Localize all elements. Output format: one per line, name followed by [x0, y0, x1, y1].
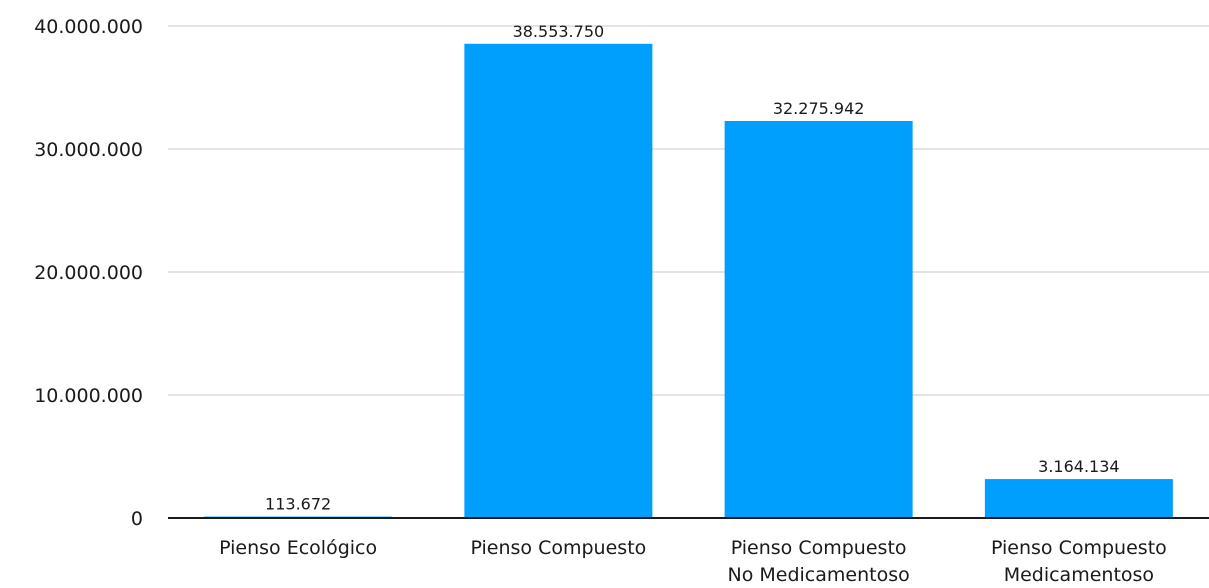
y-tick-label: 0 [131, 508, 143, 530]
data-label: 32.275.942 [773, 99, 865, 118]
data-label: 38.553.750 [513, 22, 605, 41]
x-tick-label: No Medicamentoso [728, 564, 910, 584]
y-tick-label: 10.000.000 [34, 385, 143, 407]
y-tick-label: 30.000.000 [34, 139, 143, 161]
x-tick-label: Pienso Ecológico [219, 537, 377, 559]
x-tick-label: Pienso Compuesto [991, 537, 1167, 559]
x-tick-label: Pienso Compuesto [470, 537, 646, 559]
bar [464, 43, 653, 518]
y-tick-label: 40.000.000 [34, 16, 143, 38]
x-tick-label: Pienso Compuesto [731, 537, 907, 559]
data-label: 113.672 [265, 495, 331, 514]
bar [984, 479, 1173, 518]
bar [724, 121, 913, 518]
y-tick-label: 20.000.000 [34, 262, 143, 284]
x-tick-label: Medicamentoso [1004, 564, 1154, 584]
data-label: 3.164.134 [1038, 457, 1119, 476]
